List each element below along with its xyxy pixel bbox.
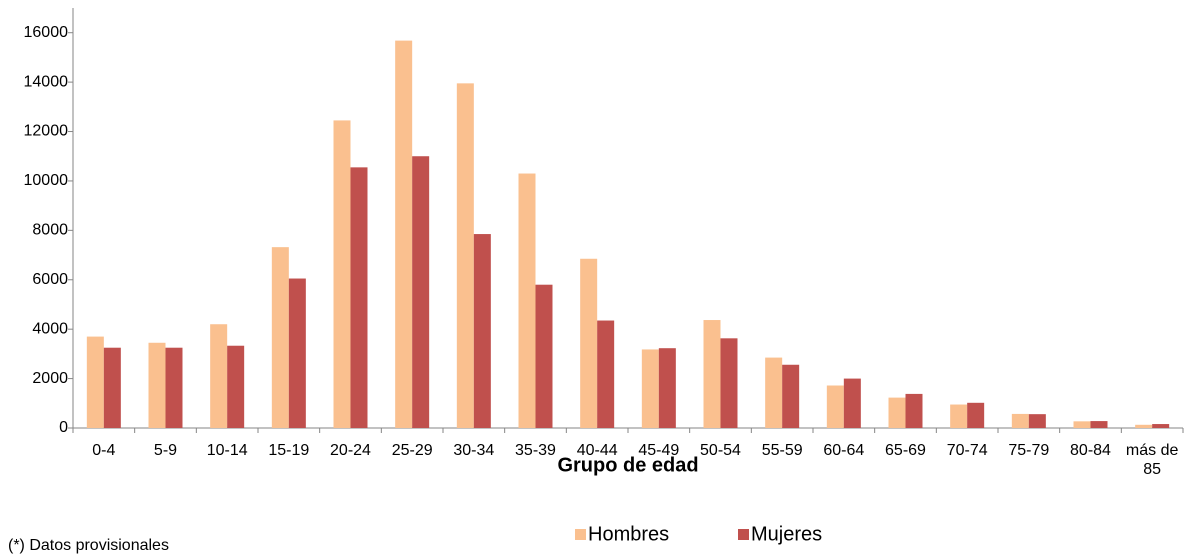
bar bbox=[165, 347, 183, 428]
bar bbox=[412, 156, 430, 428]
y-tick-label: 8000 bbox=[32, 222, 68, 239]
bar bbox=[288, 278, 306, 428]
bar bbox=[210, 324, 228, 428]
x-tick-label: 15-19 bbox=[268, 442, 310, 459]
bar bbox=[720, 338, 738, 428]
bar bbox=[580, 258, 598, 428]
legend-swatch bbox=[575, 529, 586, 540]
x-tick-label: 70-74 bbox=[946, 442, 988, 459]
bar bbox=[888, 397, 906, 428]
x-axis-title: Grupo de edad bbox=[557, 454, 698, 476]
bar bbox=[1135, 424, 1153, 428]
x-tick-label: 20-24 bbox=[330, 442, 371, 459]
bar bbox=[395, 40, 413, 429]
legend-swatch bbox=[738, 529, 749, 540]
x-tick-label: 45-49 bbox=[638, 442, 680, 459]
bar bbox=[843, 378, 861, 428]
x-tick-label: 40-44 bbox=[576, 442, 618, 459]
bar bbox=[765, 357, 783, 428]
note: (*) Datos provisionales bbox=[8, 537, 169, 554]
bar bbox=[703, 320, 721, 428]
bar bbox=[1152, 424, 1170, 428]
bar bbox=[597, 320, 615, 428]
x-tick-label: 10-14 bbox=[206, 442, 248, 459]
y-tick-label: 4000 bbox=[32, 320, 68, 337]
legend-label: Hombres bbox=[588, 523, 669, 545]
bar bbox=[1011, 413, 1029, 428]
bar bbox=[641, 349, 659, 428]
x-tick-label: 80-84 bbox=[1070, 442, 1111, 459]
x-tick-label: 5-9 bbox=[153, 442, 178, 459]
x-tick-label: 30-34 bbox=[453, 442, 495, 459]
bar bbox=[456, 83, 474, 429]
bar bbox=[473, 234, 491, 428]
bar bbox=[333, 120, 351, 428]
y-tick-label: 14000 bbox=[24, 73, 69, 90]
bar bbox=[950, 404, 968, 428]
y-tick-label: 10000 bbox=[24, 172, 69, 189]
legend-label: Mujeres bbox=[751, 523, 822, 545]
x-tick-label: 25-29 bbox=[391, 442, 433, 459]
x-tick-label: 35-39 bbox=[515, 442, 556, 459]
x-tick-label: 55-59 bbox=[761, 442, 803, 459]
bar bbox=[350, 167, 368, 428]
bar bbox=[658, 348, 676, 428]
bar bbox=[227, 345, 245, 428]
y-tick-label: 2000 bbox=[32, 370, 68, 387]
x-tick-label: más de 85 bbox=[1125, 442, 1179, 478]
x-tick-label: 60-64 bbox=[823, 442, 865, 459]
x-tick-label: 0-4 bbox=[92, 442, 116, 459]
bar bbox=[1028, 414, 1046, 428]
bar bbox=[826, 385, 844, 428]
bar bbox=[103, 347, 121, 428]
y-tick-label: 6000 bbox=[32, 271, 68, 288]
bar bbox=[967, 402, 985, 428]
y-tick-label: 0 bbox=[59, 419, 68, 436]
bar bbox=[535, 284, 553, 428]
bar bbox=[271, 247, 289, 428]
bar bbox=[782, 364, 800, 428]
x-tick-label: 50-54 bbox=[700, 442, 741, 459]
x-tick-label: 65-69 bbox=[885, 442, 926, 459]
x-tick-label: 75-79 bbox=[1008, 442, 1050, 459]
bar bbox=[148, 342, 166, 428]
bar bbox=[1073, 421, 1091, 428]
bar bbox=[86, 336, 104, 428]
y-tick-label: 16000 bbox=[24, 24, 69, 41]
bar bbox=[1090, 421, 1108, 428]
bar bbox=[518, 173, 536, 428]
bar bbox=[905, 393, 923, 428]
y-tick-label: 12000 bbox=[24, 123, 69, 140]
